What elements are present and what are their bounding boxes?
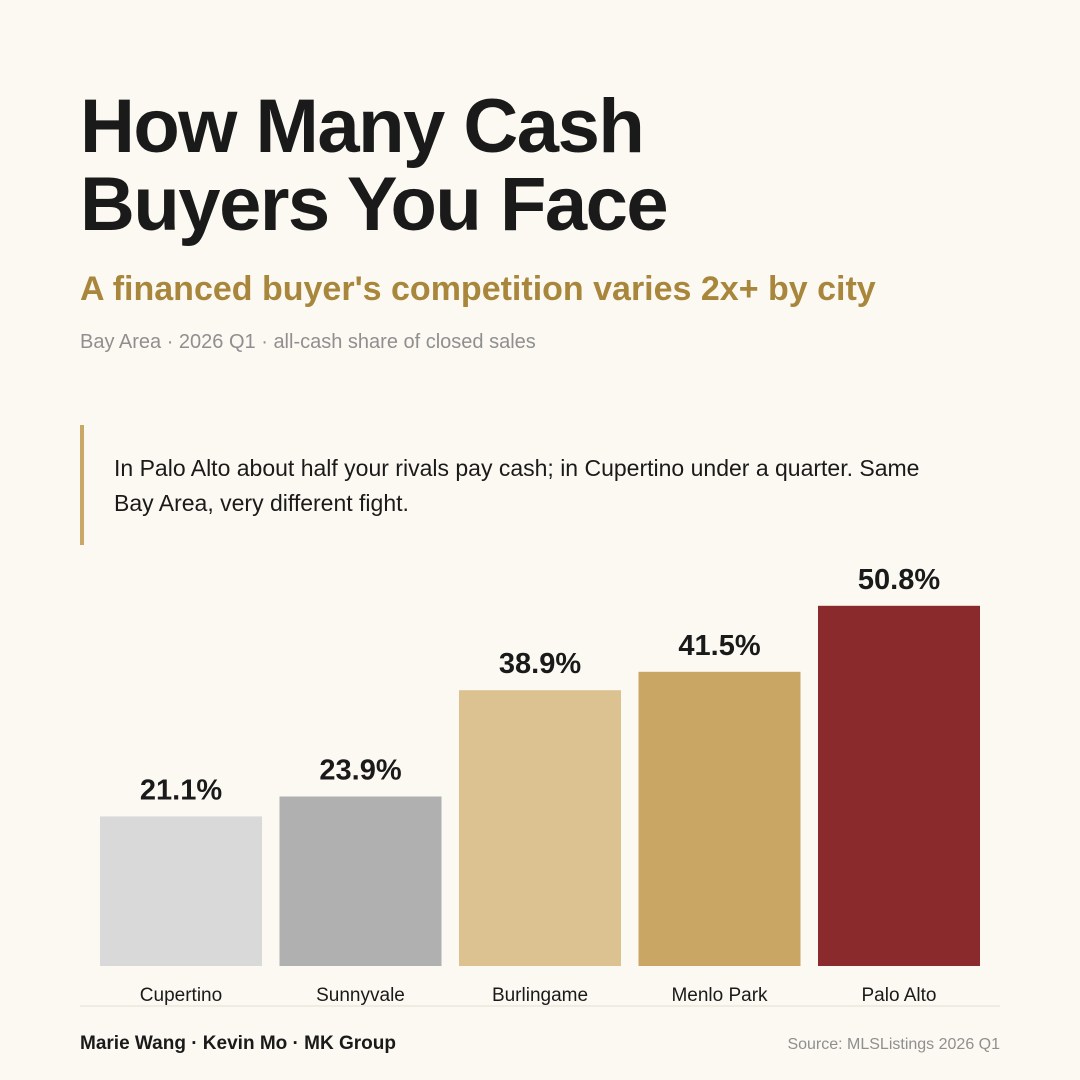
bar-cupertino	[100, 816, 262, 966]
value-labels-group: 21.1% 23.9% 38.9% 41.5% 50.8%	[140, 564, 940, 807]
category-labels-group: Cupertino Sunnyvale Burlingame Menlo Park Pa…	[140, 985, 937, 1006]
callout-box: In Palo Alto about half your rivals pay …	[80, 425, 940, 545]
chart-meta: Bay Area · 2026 Q1 · all-cash share of c…	[80, 331, 536, 353]
category-label: Palo Alto	[862, 985, 937, 1006]
footer-source: Source: MLSListings 2026 Q1	[787, 1036, 1000, 1053]
title-line-1: How Many Cash	[80, 84, 645, 169]
callout-text: In Palo Alto about half your rivals pay …	[114, 455, 920, 516]
value-label: 23.9%	[319, 755, 401, 787]
value-label: 38.9%	[499, 648, 581, 680]
category-label: Sunnyvale	[316, 985, 405, 1006]
value-label: 21.1%	[140, 774, 222, 806]
footer-authors: Marie Wang · Kevin Mo · MK Group	[80, 1033, 396, 1054]
bar-burlingame	[459, 690, 621, 966]
bar-menlo-park	[638, 671, 801, 966]
bar-palo-alto	[818, 605, 980, 966]
value-label: 50.8%	[858, 564, 940, 596]
category-label: Menlo Park	[671, 985, 768, 1006]
chart-subtitle: A financed buyer's competition varies 2x…	[80, 270, 876, 308]
bars-group	[100, 605, 980, 966]
category-label: Burlingame	[492, 985, 588, 1006]
category-label: Cupertino	[140, 985, 222, 1006]
bar-sunnyvale	[279, 796, 442, 966]
chart-title: How Many Cash Buyers You Face	[80, 88, 1000, 244]
value-label: 41.5%	[678, 630, 760, 662]
title-line-2: Buyers You Face	[80, 162, 669, 247]
